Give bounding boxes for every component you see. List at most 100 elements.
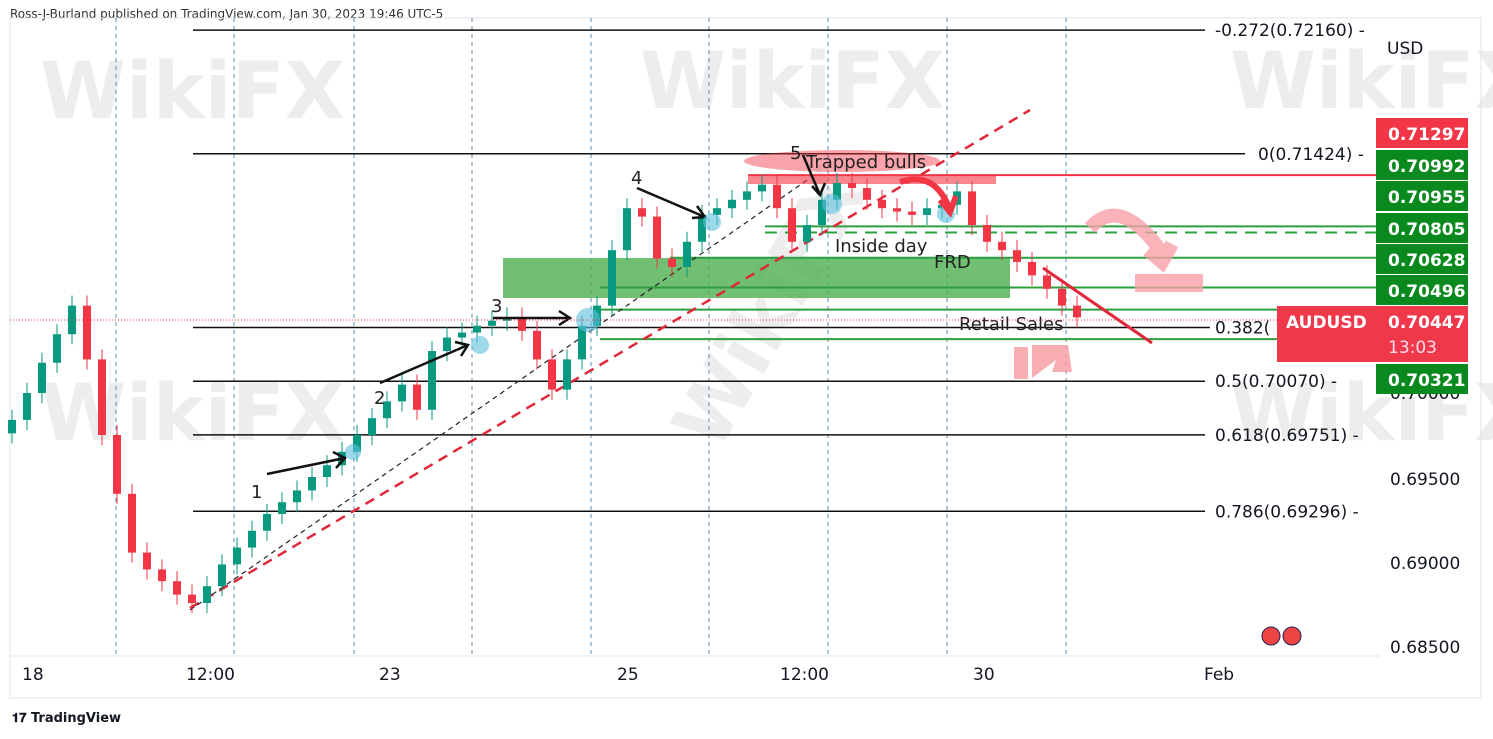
candle-body xyxy=(713,208,721,215)
price-badges: 0.71297 0.70992 0.70955 0.70805 0.70628 0.704… xyxy=(1376,118,1468,394)
candle-body xyxy=(143,552,151,570)
candle-body xyxy=(638,208,646,217)
candle-body xyxy=(728,199,736,209)
price-badge-value: 0.70321 xyxy=(1388,371,1465,391)
y-tick: 0.69500 xyxy=(1390,470,1460,490)
fib-label: 0(0.71424) - xyxy=(1258,145,1364,165)
wave-label-1: 1 xyxy=(251,482,262,503)
candle-body xyxy=(698,214,706,242)
fib-label: 0.618(0.69751) - xyxy=(1215,426,1359,446)
candle-body xyxy=(383,401,391,419)
price-badge-value: 0.70628 xyxy=(1388,251,1465,271)
candle-body xyxy=(533,330,541,360)
price-badge xyxy=(1376,150,1468,180)
price-badge-value: 0.70955 xyxy=(1388,188,1465,208)
candle-body xyxy=(623,208,631,251)
candle-body xyxy=(458,332,466,338)
pink-box xyxy=(1135,274,1203,292)
x-tick: Feb xyxy=(1204,665,1234,685)
candle-body xyxy=(1043,275,1051,289)
candle-body xyxy=(68,305,76,335)
candle-body xyxy=(863,188,871,200)
support-zone xyxy=(503,258,1010,298)
wave-label-3: 3 xyxy=(491,296,502,317)
horizontal-levels xyxy=(600,174,1376,341)
watermark: WikiFX WikiFX WikiFX WikiFX WikiFX WikiF… xyxy=(40,37,1493,463)
y-tick: 0.68500 xyxy=(1390,638,1460,658)
candle-body xyxy=(608,250,616,306)
retail-sales-label: Retail Sales xyxy=(959,314,1064,335)
candle-body xyxy=(218,564,226,587)
candle-body xyxy=(353,435,361,452)
chart-frame xyxy=(9,17,1482,699)
candle-body xyxy=(248,530,256,548)
candle-body xyxy=(158,569,166,582)
price-badge-value: 0.70805 xyxy=(1388,220,1465,240)
candle-body xyxy=(323,465,331,477)
price-badge-value: 0.70496 xyxy=(1388,282,1465,302)
candle-body xyxy=(773,184,781,209)
price-badge-value: 0.71297 xyxy=(1388,125,1465,145)
candle-body xyxy=(968,191,976,225)
candle-body xyxy=(833,183,841,200)
x-tick: 18 xyxy=(22,665,44,685)
candle-body xyxy=(83,305,91,360)
candle-body xyxy=(563,359,571,390)
price-badge xyxy=(1376,275,1468,305)
candle-body xyxy=(293,490,301,503)
wave-label-4: 4 xyxy=(631,168,642,189)
candle-body xyxy=(308,477,316,491)
price-badge xyxy=(1376,213,1468,243)
price-badge xyxy=(1376,364,1468,394)
candle-body xyxy=(188,594,196,603)
candle-body xyxy=(263,513,271,531)
tradingview-logo[interactable]: 𝟏𝟕 TradingView xyxy=(12,711,121,726)
svg-text:WikiFX: WikiFX xyxy=(40,47,345,137)
pink-curved-arrow xyxy=(1084,208,1179,273)
candle-body xyxy=(578,325,586,360)
fib-label: 0.786(0.69296) - xyxy=(1215,502,1359,522)
fib-retracement: -0.272(0.72160) - 0(0.71424) - 0.382(0.5(0… xyxy=(193,21,1365,522)
candles xyxy=(8,172,1081,614)
candle-body xyxy=(53,334,61,363)
candle-body xyxy=(233,547,241,565)
candle-body xyxy=(683,241,691,267)
candle-body xyxy=(893,208,901,212)
candle-body xyxy=(398,384,406,402)
y-tick: 0.69000 xyxy=(1390,554,1460,574)
trapped-bulls-label: Trapped bulls xyxy=(805,152,926,173)
candle-body xyxy=(368,418,376,435)
current-symbol: AUDUSD xyxy=(1286,313,1367,333)
flag-icon[interactable] xyxy=(1261,626,1302,646)
candle-body xyxy=(413,384,421,410)
candle-body xyxy=(743,191,751,200)
candle-body xyxy=(128,493,136,553)
candle-body xyxy=(983,225,991,242)
candle-body xyxy=(8,419,16,434)
logo-text: TradingView xyxy=(30,711,122,726)
wave-label-2: 2 xyxy=(374,388,385,409)
svg-text:WikiFX: WikiFX xyxy=(1230,37,1493,127)
touch-markers xyxy=(345,194,955,460)
tv-icon: 𝟏𝟕 xyxy=(12,711,31,726)
candle-body xyxy=(518,317,526,331)
current-price: 0.70447 xyxy=(1388,313,1465,333)
candle-body xyxy=(428,351,436,410)
candle-body xyxy=(113,435,121,494)
candle-body xyxy=(38,362,46,393)
candle-body xyxy=(923,208,931,215)
candle-body xyxy=(488,320,496,326)
candle-body xyxy=(203,586,211,603)
candle-body xyxy=(653,216,661,259)
candle-body xyxy=(548,359,556,390)
candle-body xyxy=(758,184,766,192)
candle-countdown: 13:03 xyxy=(1388,338,1437,358)
candle-body xyxy=(908,211,916,215)
inside-day-label: Inside day xyxy=(835,236,928,257)
candle-body xyxy=(173,581,181,595)
candle-body xyxy=(818,199,826,225)
frd-label: FRD xyxy=(934,252,971,273)
fib-label: 0.382( xyxy=(1215,318,1270,338)
price-badge xyxy=(1376,181,1468,211)
